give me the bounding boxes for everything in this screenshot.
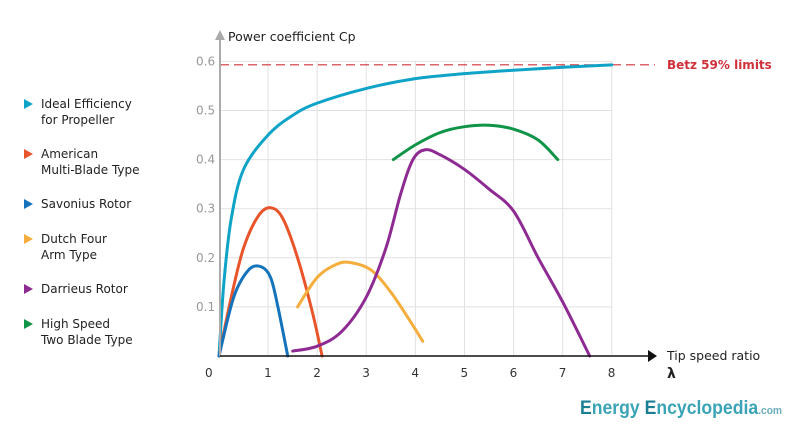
x-tick-label: 8 bbox=[608, 366, 616, 380]
x-axis-symbol: λ bbox=[667, 366, 676, 382]
logo: Energy Encyclopedia.com bbox=[580, 398, 782, 419]
legend-label: Two Blade Type bbox=[40, 333, 133, 347]
x-axis-label: Tip speed ratio bbox=[666, 348, 760, 363]
series-dutch-four-arm-type bbox=[296, 260, 425, 343]
legend-label: Darrieus Rotor bbox=[41, 282, 128, 296]
legend: Ideal Efficiency for Propeller American Mul… bbox=[24, 97, 140, 347]
series-ideal-efficiency-for-propeller bbox=[217, 63, 614, 358]
logo-word2-rest: ncyclopedia bbox=[656, 398, 758, 419]
x-axis-arrow bbox=[648, 350, 657, 362]
series-savonius-rotor bbox=[217, 264, 290, 358]
y-axis-arrow bbox=[215, 30, 225, 40]
legend-marker-icon bbox=[24, 234, 33, 244]
legend-label: Savonius Rotor bbox=[41, 197, 131, 211]
curves bbox=[217, 63, 614, 358]
legend-marker-icon bbox=[24, 319, 33, 329]
logo-word1-cap: E bbox=[580, 398, 592, 419]
legend-label: American bbox=[41, 147, 98, 161]
series-american-multi-blade-type bbox=[217, 206, 324, 358]
legend-label: Arm Type bbox=[41, 248, 97, 262]
betz-label: Betz 59% limits bbox=[667, 58, 772, 72]
y-tick-label: 0.6 bbox=[196, 54, 215, 68]
x-tick-label: 6 bbox=[510, 366, 518, 380]
legend-label: High Speed bbox=[41, 317, 110, 331]
x-tick-label: 7 bbox=[559, 366, 567, 380]
x-tick-label: 0 bbox=[205, 366, 213, 380]
x-tick-label: 4 bbox=[411, 366, 419, 380]
y-axis-label: Power coefficient Cp bbox=[228, 29, 356, 44]
logo-word1-rest: nergy bbox=[592, 398, 645, 419]
logo-suffix: .com bbox=[758, 405, 782, 417]
x-tick-label: 1 bbox=[264, 366, 272, 380]
legend-label: Dutch Four bbox=[41, 232, 107, 246]
y-tick-label: 0.3 bbox=[196, 202, 215, 216]
legend-marker-icon bbox=[24, 149, 33, 159]
grid bbox=[220, 60, 613, 356]
y-tick-label: 0.1 bbox=[196, 300, 215, 314]
legend-label: for Propeller bbox=[41, 113, 114, 127]
legend-marker-icon bbox=[24, 284, 33, 294]
series-darrieus-rotor bbox=[291, 148, 592, 358]
x-tick-label: 5 bbox=[461, 366, 469, 380]
x-ticks: 0 1 2 3 4 5 6 7 8 bbox=[205, 366, 615, 380]
y-tick-label: 0.4 bbox=[196, 153, 215, 167]
legend-marker-icon bbox=[24, 99, 33, 109]
legend-label: Multi-Blade Type bbox=[41, 163, 140, 177]
y-ticks: 0.1 0.2 0.3 0.4 0.5 0.6 bbox=[196, 54, 215, 314]
x-tick-label: 3 bbox=[362, 366, 370, 380]
legend-label: Ideal Efficiency bbox=[41, 97, 132, 111]
x-tick-label: 2 bbox=[313, 366, 321, 380]
legend-marker-icon bbox=[24, 199, 33, 209]
logo-word2-cap: E bbox=[645, 398, 657, 419]
series-high-speed-two-blade-type bbox=[391, 123, 560, 162]
y-tick-label: 0.2 bbox=[196, 251, 215, 265]
y-tick-label: 0.5 bbox=[196, 104, 215, 118]
